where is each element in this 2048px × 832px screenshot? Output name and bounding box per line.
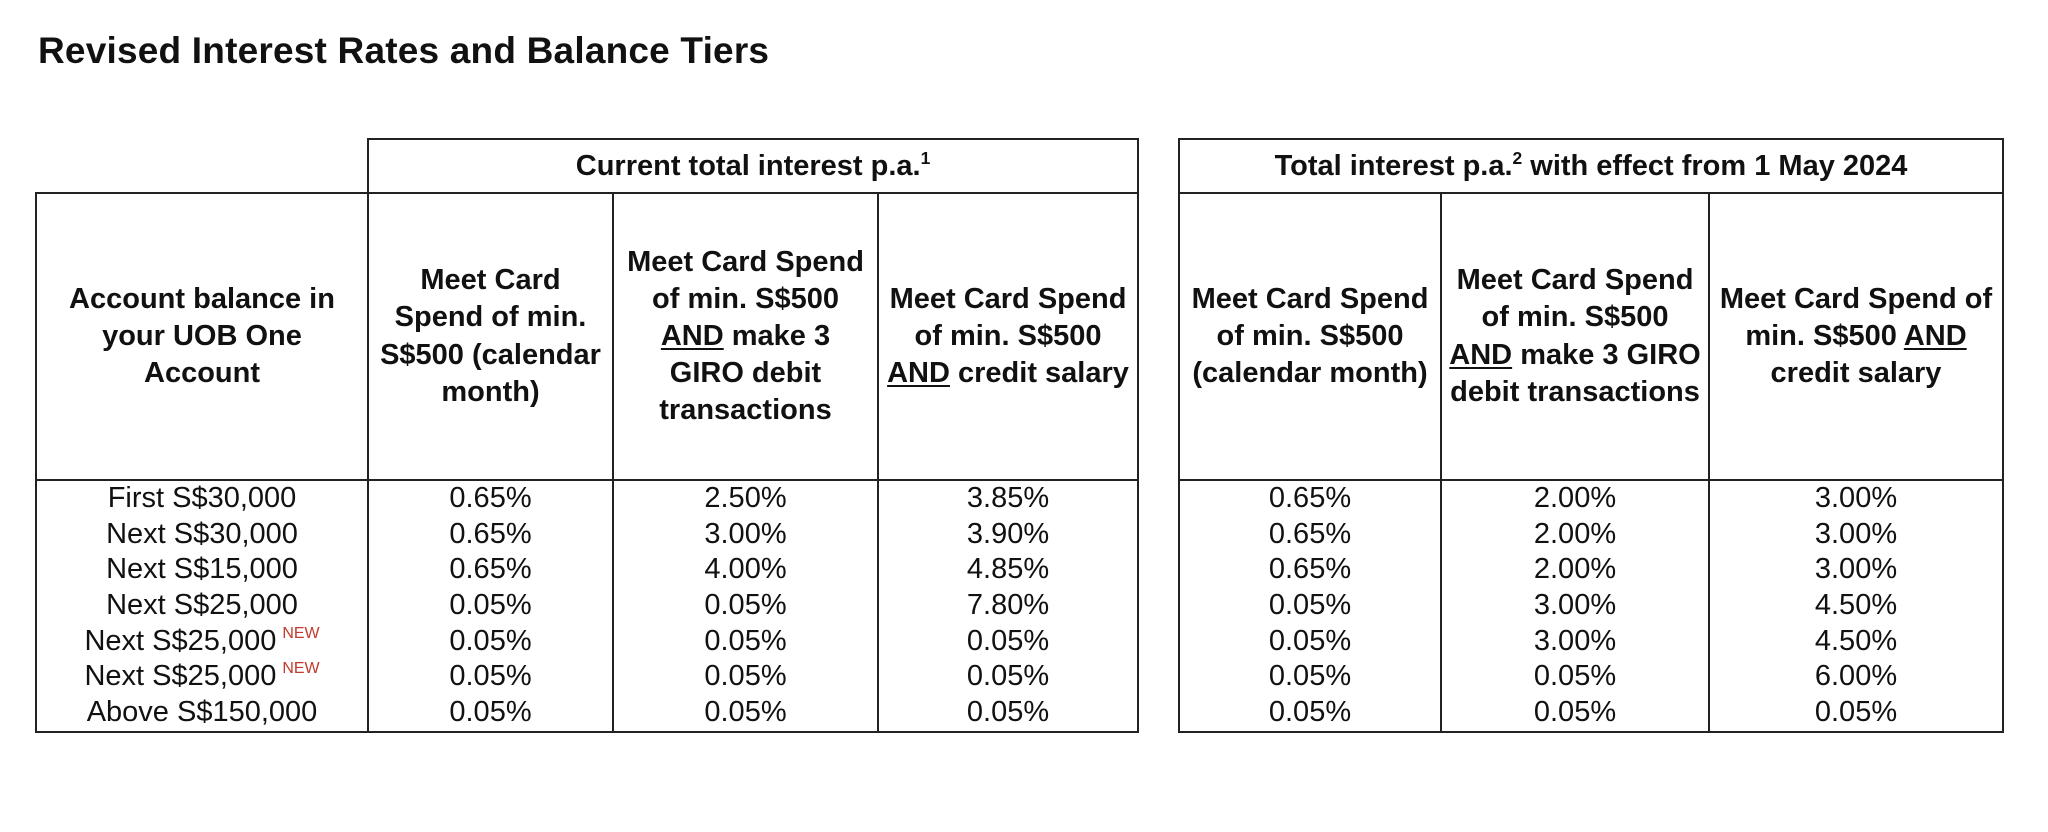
table-row: Next S$25,000 NEW 0.05% 0.05% 0.05% (35, 623, 1140, 660)
revised-rate-cell: 4.50% (1708, 587, 2004, 624)
revised-rate-cell: 0.05% (1440, 694, 1710, 733)
revised-rate-cell: 4.50% (1708, 623, 2004, 660)
current-rate-cell: 0.05% (876, 623, 1140, 660)
balance-tier-label: Next S$25,000 NEW (35, 623, 369, 660)
table-row: 0.05% 3.00% 4.50% (1178, 587, 2004, 624)
balance-tier-label: Next S$25,000 NEW (35, 659, 369, 695)
table-row: 0.65% 2.00% 3.00% (1178, 552, 2004, 588)
revised-col-header: Meet Card Spend of min. S$500 (calendar … (1178, 192, 1442, 481)
current-rate-cell: 3.85% (876, 479, 1140, 517)
table-row: Above S$150,000 0.05% 0.05% 0.05% (35, 694, 1140, 733)
table-row: Next S$25,000 0.05% 0.05% 7.80% (35, 587, 1140, 624)
revised-rate-cell: 0.05% (1178, 587, 1442, 624)
current-rate-cell: 4.00% (612, 552, 879, 588)
revised-rate-cell: 3.00% (1708, 479, 2004, 517)
revised-rate-cell: 3.00% (1440, 587, 1710, 624)
current-col-header: Meet Card Spend of min. S$500 (calendar … (367, 192, 614, 481)
current-rate-cell: 3.90% (876, 516, 1140, 553)
table-row: First S$30,000 0.65% 2.50% 3.85% (35, 479, 1140, 517)
current-rates-table: Current total interest p.a.1 Account bal… (35, 138, 1140, 733)
current-rate-cell: 4.85% (876, 552, 1140, 588)
balance-tier-label: Next S$15,000 (35, 552, 369, 588)
current-group-header: Current total interest p.a.1 (366, 138, 1140, 194)
new-badge: NEW (282, 624, 320, 642)
balance-tier-label: Next S$30,000 (35, 516, 369, 553)
table-row: Next S$15,000 0.65% 4.00% 4.85% (35, 552, 1140, 588)
revised-rate-cell: 0.65% (1178, 479, 1442, 517)
current-rate-cell: 0.65% (367, 552, 614, 588)
revised-rate-cell: 0.05% (1178, 659, 1442, 695)
current-rate-cell: 3.00% (612, 516, 879, 553)
revised-rates-table: Total interest p.a.2 with effect from 1 … (1178, 138, 2004, 733)
table-row: Next S$25,000 NEW 0.05% 0.05% 0.05% (35, 659, 1140, 695)
new-badge: NEW (282, 660, 320, 678)
revised-rate-cell: 0.05% (1178, 694, 1442, 733)
current-rate-cell: 0.65% (367, 516, 614, 553)
revised-rate-cell: 3.00% (1708, 552, 2004, 588)
table-row: Next S$30,000 0.65% 3.00% 3.90% (35, 516, 1140, 553)
current-rate-cell: 0.05% (876, 694, 1140, 733)
current-rate-cell: 0.05% (876, 659, 1140, 695)
revised-group-header: Total interest p.a.2 with effect from 1 … (1178, 138, 2004, 194)
revised-rate-cell: 2.00% (1440, 516, 1710, 553)
current-rate-cell: 2.50% (612, 479, 879, 517)
current-rate-cell: 0.05% (367, 694, 614, 733)
balance-tier-label: Above S$150,000 (35, 694, 369, 733)
current-rate-cell: 0.05% (367, 623, 614, 660)
balance-tier-label: Next S$25,000 (35, 587, 369, 624)
revised-rate-cell: 3.00% (1440, 623, 1710, 660)
current-col-header: Meet Card Spend of min. S$500 AND credit… (876, 192, 1140, 481)
revised-rate-cell: 6.00% (1708, 659, 2004, 695)
current-rate-cell: 0.05% (367, 587, 614, 624)
revised-rate-cell: 3.00% (1708, 516, 2004, 553)
current-rate-cell: 0.05% (612, 694, 879, 733)
balance-tier-label: First S$30,000 (35, 479, 369, 517)
current-col-header: Meet Card Spend of min. S$500 AND make 3… (612, 192, 879, 481)
revised-rate-cell: 2.00% (1440, 552, 1710, 588)
table-row: 0.05% 3.00% 4.50% (1178, 623, 2004, 660)
revised-rate-cell: 0.05% (1178, 623, 1442, 660)
table-row: 0.65% 2.00% 3.00% (1178, 516, 2004, 553)
account-balance-header: Account balance in your UOB One Account (35, 192, 369, 481)
revised-rate-cell: 0.05% (1708, 694, 2004, 733)
revised-rate-cell: 0.05% (1440, 659, 1710, 695)
current-rate-cell: 0.05% (612, 623, 879, 660)
current-rate-cell: 0.05% (612, 659, 879, 695)
current-rate-cell: 7.80% (876, 587, 1140, 624)
page-title: Revised Interest Rates and Balance Tiers (38, 30, 770, 71)
current-rate-cell: 0.65% (367, 479, 614, 517)
revised-rate-cell: 0.65% (1178, 516, 1442, 553)
table-row: 0.05% 0.05% 0.05% (1178, 694, 2004, 733)
table-row: 0.65% 2.00% 3.00% (1178, 479, 2004, 517)
revised-col-header: Meet Card Spend of min. S$500 AND credit… (1708, 192, 2004, 481)
revised-rate-cell: 0.65% (1178, 552, 1442, 588)
current-rate-cell: 0.05% (612, 587, 879, 624)
current-rate-cell: 0.05% (367, 659, 614, 695)
revised-col-header: Meet Card Spend of min. S$500 AND make 3… (1440, 192, 1710, 481)
revised-rate-cell: 2.00% (1440, 479, 1710, 517)
table-row: 0.05% 0.05% 6.00% (1178, 659, 2004, 695)
